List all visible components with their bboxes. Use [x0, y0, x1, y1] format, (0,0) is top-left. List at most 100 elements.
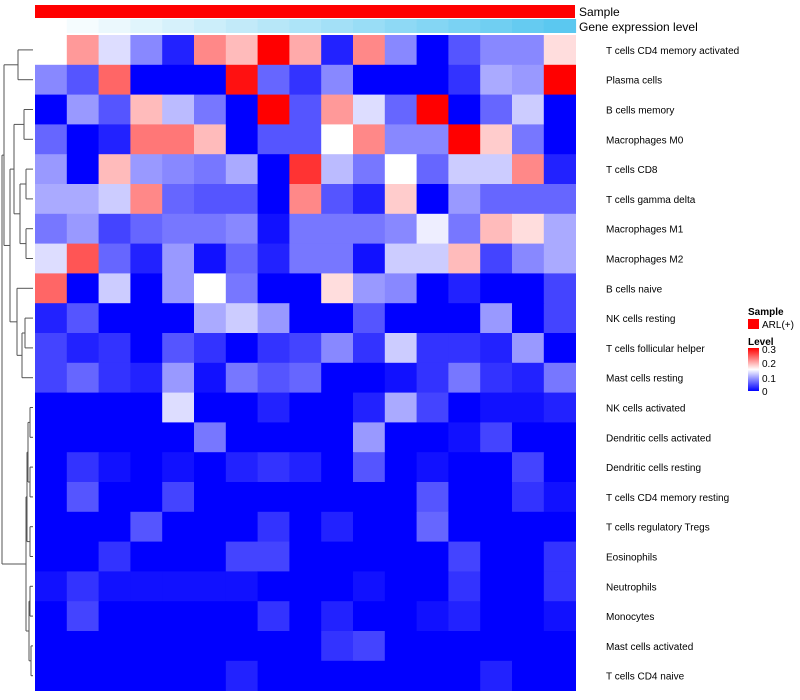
- heatmap-cell: [98, 333, 131, 364]
- heatmap-cell: [512, 64, 545, 95]
- row-label: Eosinophils: [606, 553, 657, 564]
- heatmap-cell: [321, 422, 354, 453]
- heatmap-cell: [35, 482, 68, 513]
- heatmap-cell: [512, 154, 545, 185]
- heatmap-cell: [384, 213, 417, 244]
- heatmap-cell: [98, 303, 131, 334]
- heatmap-cell: [289, 213, 322, 244]
- heatmap-cell: [98, 452, 131, 483]
- heatmap-cell: [416, 452, 449, 483]
- heatmap-cell: [384, 571, 417, 602]
- heatmap-cell: [162, 94, 195, 125]
- row-label: Monocytes: [606, 612, 654, 623]
- heatmap-cell: [98, 571, 131, 602]
- heatmap-cell: [162, 35, 195, 66]
- heatmap-cell: [35, 184, 68, 215]
- heatmap-cell: [448, 511, 481, 542]
- heatmap-cell: [480, 631, 513, 662]
- heatmap-cell: [257, 392, 290, 423]
- heatmap-cell: [448, 184, 481, 215]
- heatmap-cell: [225, 392, 258, 423]
- heatmap-cell: [225, 362, 258, 393]
- heatmap-cell: [384, 243, 417, 274]
- heatmap-cell: [416, 333, 449, 364]
- heatmap-cell: [225, 154, 258, 185]
- heatmap-cell: [35, 243, 68, 274]
- row-label: Mast cells resting: [606, 374, 683, 385]
- heatmap-cell: [257, 64, 290, 95]
- heatmap-cell: [35, 541, 68, 572]
- heatmap-cell: [194, 511, 227, 542]
- heatmap-cell: [480, 601, 513, 632]
- heatmap-cell: [416, 482, 449, 513]
- heatmap-cell: [225, 660, 258, 691]
- heatmap-cell: [289, 243, 322, 274]
- heatmap-cell: [194, 482, 227, 513]
- heatmap-cell: [194, 422, 227, 453]
- heatmap-cell: [257, 333, 290, 364]
- legend-sample-title: Sample: [748, 307, 784, 318]
- heatmap-cell: [98, 541, 131, 572]
- heatmap-cell: [194, 333, 227, 364]
- legend-level-gradient: [748, 348, 759, 391]
- row-label: Macrophages M0: [606, 135, 684, 146]
- heatmap-cell: [98, 273, 131, 304]
- heatmap-cell: [35, 422, 68, 453]
- heatmap-cell: [512, 94, 545, 125]
- heatmap-cell: [480, 392, 513, 423]
- heatmap-cell: [289, 482, 322, 513]
- heatmap-cell: [257, 631, 290, 662]
- row-label: B cells memory: [606, 106, 674, 117]
- row-label: Mast cells activated: [606, 642, 693, 653]
- legend-tick-0.1: 0.1: [762, 374, 776, 385]
- heatmap-cell: [98, 35, 131, 66]
- heatmap-cell: [35, 154, 68, 185]
- heatmap-cell: [98, 243, 131, 274]
- row-label: B cells naive: [606, 284, 663, 295]
- heatmap-cell: [480, 452, 513, 483]
- heatmap-cell: [225, 601, 258, 632]
- heatmap-cell: [162, 64, 195, 95]
- heatmap-cell: [66, 392, 99, 423]
- heatmap-cell: [480, 213, 513, 244]
- heatmap-cell: [512, 631, 545, 662]
- heatmap-cell: [416, 511, 449, 542]
- expression-annotation-cell: [512, 19, 545, 33]
- heatmap-cell: [480, 64, 513, 95]
- heatmap-cells: [35, 35, 576, 691]
- heatmap-cell: [194, 94, 227, 125]
- heatmap-cell: [225, 571, 258, 602]
- heatmap-cell: [416, 362, 449, 393]
- heatmap-cell: [480, 482, 513, 513]
- heatmap-cell: [384, 35, 417, 66]
- heatmap-cell: [289, 333, 322, 364]
- heatmap-cell: [448, 213, 481, 244]
- heatmap-cell: [194, 631, 227, 662]
- heatmap-cell: [35, 660, 68, 691]
- heatmap-cell: [35, 35, 68, 66]
- heatmap-cell: [416, 213, 449, 244]
- heatmap-cell: [130, 273, 163, 304]
- heatmap-cell: [353, 422, 386, 453]
- heatmap-cell: [130, 660, 163, 691]
- heatmap-cell: [66, 631, 99, 662]
- row-label: NK cells activated: [606, 404, 685, 415]
- heatmap-cell: [416, 94, 449, 125]
- heatmap-cell: [98, 184, 131, 215]
- heatmap-cell: [384, 601, 417, 632]
- heatmap-cell: [66, 571, 99, 602]
- heatmap-cell: [448, 452, 481, 483]
- heatmap-cell: [321, 601, 354, 632]
- heatmap-cell: [480, 35, 513, 66]
- heatmap-cell: [289, 94, 322, 125]
- heatmap-cell: [194, 660, 227, 691]
- heatmap-cell: [543, 94, 576, 125]
- heatmap-cell: [98, 392, 131, 423]
- heatmap-cell: [480, 541, 513, 572]
- expression-annotation-cell: [66, 19, 100, 33]
- heatmap-cell: [225, 273, 258, 304]
- heatmap-cell: [98, 124, 131, 155]
- heatmap-cell: [321, 94, 354, 125]
- heatmap-cell: [35, 213, 68, 244]
- heatmap-cell: [162, 631, 195, 662]
